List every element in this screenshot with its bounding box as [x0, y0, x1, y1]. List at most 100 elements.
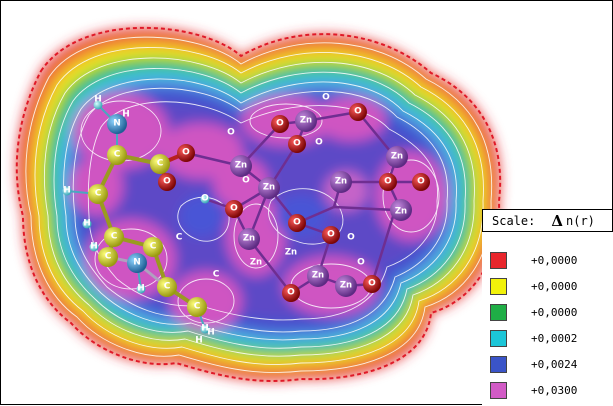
atom-o — [177, 144, 195, 162]
atom-h — [82, 219, 92, 229]
legend-item: +0,0002 — [490, 329, 577, 347]
atom-label: Zn — [335, 177, 347, 187]
atom-label: Zn — [243, 234, 255, 244]
atom-label: O — [163, 177, 171, 187]
atom-label: C — [176, 233, 183, 243]
atom-label: Zn — [285, 248, 297, 258]
atom-label: O — [322, 93, 330, 103]
legend-value: +0,0000 — [531, 305, 578, 319]
atom-label: O — [417, 177, 425, 187]
atom-c — [143, 237, 163, 257]
atom-label: Zn — [391, 152, 403, 162]
atom-o — [288, 214, 306, 232]
atom-label: Zn — [395, 207, 407, 217]
atom-o — [288, 135, 306, 153]
atom-label: H — [195, 336, 203, 346]
atom-o — [271, 115, 289, 133]
legend-value: +0,0002 — [531, 331, 578, 345]
atom-o — [412, 173, 430, 191]
atom-zn — [390, 199, 412, 221]
atom-o — [349, 103, 367, 121]
atom-label: O — [384, 177, 392, 187]
atom-label: Zn — [235, 161, 247, 171]
legend-item: +0,0000 — [490, 277, 577, 295]
atom-c — [107, 145, 127, 165]
scale-header: Scale: Δ n(r) — [482, 209, 613, 232]
atom-h — [93, 100, 103, 110]
legend-swatch — [490, 355, 507, 373]
legend-value: +0,0024 — [531, 357, 578, 371]
atom-zn — [230, 155, 252, 177]
atom-zn — [335, 275, 357, 297]
hydrogen-atoms — [62, 100, 210, 334]
atom-zn — [238, 228, 260, 250]
atom-n — [107, 114, 127, 134]
legend-swatch — [490, 303, 507, 321]
atom-label: H — [94, 95, 102, 105]
atom-label: O — [201, 194, 209, 204]
atom-label: O — [327, 230, 335, 240]
atom-o — [363, 275, 381, 293]
atom-label: H — [207, 328, 215, 338]
atom-zn — [258, 177, 280, 199]
legend-swatch — [490, 381, 507, 399]
legend-value: +0,0000 — [531, 253, 578, 267]
atom-h — [89, 242, 99, 252]
atom-o — [225, 200, 243, 218]
atom-label: C — [194, 302, 201, 312]
atom-label: C — [213, 270, 220, 280]
legend-item: +0,0000 — [490, 251, 577, 269]
scale-legend-panel: Scale: Δ n(r) +0,0000 +0,0000 +0,0000 +0,00… — [482, 209, 613, 406]
atom-label: Zn — [312, 271, 324, 281]
atom-o — [322, 226, 340, 244]
atom-label: O — [315, 138, 323, 148]
atom-o — [379, 173, 397, 191]
atom-c — [157, 277, 177, 297]
atom-o — [282, 284, 300, 302]
legend-item: +0,0000 — [490, 303, 577, 321]
legend-item: +0,0024 — [490, 355, 577, 373]
atom-label: H — [122, 110, 130, 120]
atom-label: O — [242, 176, 250, 186]
atom-c — [88, 184, 108, 204]
oxygen-atoms — [158, 103, 430, 302]
atom-label: C — [157, 159, 164, 169]
atom-label: Zn — [300, 116, 312, 126]
atom-label: C — [150, 242, 157, 252]
atom-label: O — [347, 233, 355, 243]
atom-label: O — [276, 119, 284, 129]
atom-c — [98, 247, 118, 267]
atom-label: O — [230, 204, 238, 214]
density-function-label: n(r) — [566, 213, 595, 228]
atom-label: N — [113, 119, 121, 129]
atom-label: H — [90, 242, 98, 252]
atom-c — [187, 297, 207, 317]
atom-c — [104, 227, 124, 247]
contour-lines — [25, 36, 493, 374]
atom-label: O — [293, 139, 301, 149]
atom-label: O — [354, 107, 362, 117]
legend-value: +0,0300 — [531, 383, 578, 397]
atom-zn — [295, 110, 317, 132]
atom-label: O — [368, 279, 376, 289]
legend-item: +0,0300 — [490, 381, 577, 399]
atom-label: O — [287, 288, 295, 298]
delta-symbol: Δ — [551, 211, 563, 230]
atom-h — [136, 284, 146, 294]
atom-label: C — [114, 150, 121, 160]
atom-label: Zn — [250, 258, 262, 268]
atom-label: N — [133, 258, 141, 268]
atom-label: C — [111, 232, 118, 242]
nitrogen-atoms — [107, 114, 147, 273]
atom-zn — [307, 265, 329, 287]
atom-label: O — [182, 148, 190, 158]
atom-h — [62, 186, 72, 196]
atom-zn — [386, 146, 408, 168]
atoms — [62, 100, 430, 334]
atom-label: H — [201, 324, 209, 334]
legend-swatch — [490, 277, 507, 295]
atom-label: Zn — [340, 281, 352, 291]
atom-zn — [330, 171, 352, 193]
